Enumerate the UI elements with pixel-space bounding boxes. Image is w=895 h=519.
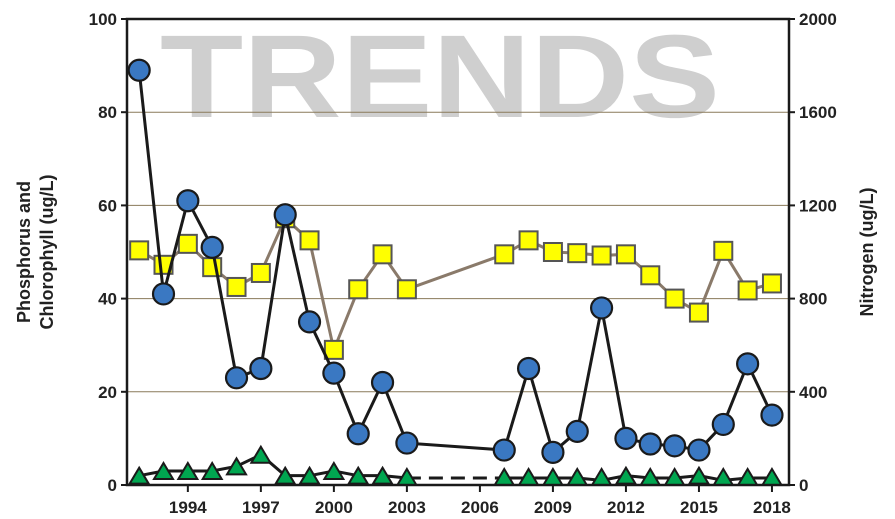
chlorophyll-point	[249, 356, 273, 381]
chlorophyll-point	[395, 431, 419, 455]
nitrogen-point	[250, 262, 271, 283]
left-tick-label: 80	[98, 103, 117, 122]
nitrogen-point	[129, 240, 150, 261]
chlorophyll-point	[151, 282, 176, 306]
chlorophyll-point	[541, 440, 565, 464]
chlorophyll-point	[176, 189, 200, 213]
x-tick-label: 2012	[607, 498, 645, 517]
nitrogen-point	[518, 230, 539, 251]
phosphorus-line	[138, 452, 408, 480]
left-axis-title-line2: Chlorophyll (ug/L)	[37, 175, 57, 330]
left-axis-title-line1: Phosphorus and	[14, 181, 34, 323]
phosphorus-point	[322, 461, 346, 481]
nitrogen-point	[299, 230, 320, 251]
nitrogen-point	[494, 244, 515, 265]
x-tick-label: 2009	[534, 498, 572, 517]
right-tick-label: 1200	[799, 196, 837, 215]
chlorophyll-point	[322, 361, 346, 385]
right-tick-label: 2000	[799, 10, 837, 29]
chlorophyll-point	[663, 434, 687, 458]
nitrogen-point	[226, 276, 247, 297]
nitrogen-point	[713, 240, 734, 261]
right-tick-label: 1600	[799, 103, 837, 122]
phosphorus-point	[590, 467, 613, 486]
chlorophyll-point	[273, 203, 297, 227]
chlorophyll-point	[614, 426, 638, 450]
phosphorus-point	[712, 467, 735, 486]
nitrogen-point	[323, 339, 344, 360]
nitrogen-point	[177, 233, 198, 254]
chlorophyll-point	[297, 310, 322, 334]
phosphorus-point	[200, 461, 224, 481]
left-tick-label: 60	[98, 196, 117, 215]
nitrogen-point	[396, 279, 417, 300]
chlorophyll-point	[760, 403, 784, 427]
phosphorus-series	[127, 444, 784, 486]
phosphorus-point	[346, 465, 370, 485]
x-tick-label: 2006	[461, 498, 499, 517]
left-tick-label: 0	[108, 476, 117, 495]
chlorophyll-point	[516, 356, 541, 381]
nitrogen-point	[567, 243, 588, 264]
axes	[125, 17, 791, 487]
chlorophyll-point	[736, 352, 760, 376]
plot-frame	[125, 17, 791, 487]
chlorophyll-point	[200, 235, 224, 259]
phosphorus-point	[273, 465, 297, 485]
chlorophyll-point	[127, 58, 151, 82]
phosphorus-point	[371, 465, 394, 485]
left-tick-label: 20	[98, 383, 117, 402]
chlorophyll-point	[346, 422, 370, 446]
x-tick-label: 2003	[388, 498, 426, 517]
x-tick-label: 2015	[680, 498, 718, 517]
phosphorus-point	[127, 465, 151, 485]
phosphorus-point	[687, 465, 711, 485]
chlorophyll-point	[711, 412, 735, 437]
nitrogen-point	[688, 302, 709, 323]
nitrogen-point	[737, 280, 758, 301]
chlorophyll-point	[565, 419, 589, 444]
phosphorus-point	[614, 465, 638, 485]
nitrogen-point	[640, 265, 661, 286]
left-tick-label: 100	[89, 10, 117, 29]
left-tick-label: 40	[98, 290, 117, 309]
nitrogen-point	[615, 244, 636, 265]
right-tick-label: 0	[799, 476, 808, 495]
tick-labels: 0 20 40 60 80 100 0 400 800 1200 1600 2000 1994 1997 2…	[89, 10, 837, 517]
nitrogen-point	[348, 279, 369, 300]
nitrogen-point	[761, 273, 782, 294]
nitrogen-point	[542, 242, 563, 262]
right-tick-label: 400	[799, 383, 827, 402]
x-tick-label: 2018	[753, 498, 791, 517]
phosphorus-point	[176, 461, 200, 481]
right-axis-title: Nitrogen (ug/L)	[857, 188, 877, 317]
x-tick-label: 1997	[242, 498, 280, 517]
phosphorus-line	[504, 474, 772, 482]
chlorophyll-point	[638, 432, 662, 456]
nitrogen-point	[372, 244, 393, 265]
chlorophyll-point	[370, 370, 395, 395]
nitrogen-point	[664, 288, 685, 309]
phosphorus-point	[225, 456, 248, 476]
series-layer	[127, 58, 784, 486]
chlorophyll-point	[492, 438, 516, 462]
chlorophyll-point	[687, 438, 711, 462]
chlorophyll-series	[127, 58, 784, 464]
x-tick-label: 1994	[169, 498, 207, 517]
phosphorus-point	[298, 465, 321, 485]
right-tick-label: 800	[799, 290, 827, 309]
nitrogen-point	[591, 245, 612, 266]
x-tick-label: 2000	[315, 498, 353, 517]
watermark-text: TRENDS	[160, 11, 720, 143]
phosphorus-point	[249, 444, 273, 464]
chlorophyll-point	[589, 296, 614, 320]
chlorophyll-point	[224, 366, 249, 390]
phosphorus-point	[152, 461, 175, 481]
